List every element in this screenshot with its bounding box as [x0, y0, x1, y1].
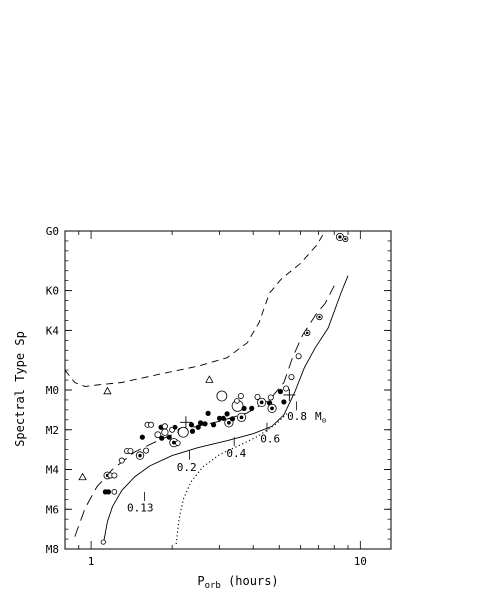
mass-unit-subscript: ⊙: [322, 416, 327, 425]
open-point: [111, 472, 118, 479]
dotted-point-center: [338, 235, 342, 239]
open-point: [127, 448, 134, 455]
filled-point: [166, 434, 172, 440]
open-point: [175, 440, 181, 446]
plot-frame: [64, 230, 392, 550]
filled-point: [281, 399, 287, 405]
open-point: [143, 447, 150, 454]
filled-point: [159, 435, 165, 441]
y-tick-label: M2: [46, 424, 59, 437]
cross-point: [179, 416, 192, 429]
filled-point: [105, 489, 112, 495]
dotted-point-center: [239, 415, 244, 420]
triangle-point: [78, 472, 87, 481]
markers-layer: [78, 232, 349, 545]
filled-point: [216, 415, 223, 421]
triangle-point: [103, 386, 112, 395]
y-tick-label: M0: [46, 384, 59, 397]
filled-point: [197, 420, 204, 426]
dotted-point-center: [259, 400, 264, 405]
open-point: [100, 539, 106, 545]
open-point: [254, 393, 261, 400]
curve-solid: [102, 275, 349, 545]
filled-point: [172, 424, 178, 430]
filled-point: [224, 411, 230, 417]
ticks-layer: G0 K0 K4 M0 M2 M4 M6 M8 1 10: [46, 225, 391, 568]
x-axis-title: Porb (hours): [197, 574, 278, 591]
open-point: [118, 457, 125, 464]
open-point: [177, 426, 189, 438]
open-point: [161, 423, 168, 430]
open-point: [148, 421, 155, 428]
x-tick-label: 10: [354, 555, 367, 568]
mass-label: 0.8 M⊙: [287, 410, 327, 425]
y-tick-label: K4: [46, 324, 60, 337]
curve-short-dash: [65, 231, 326, 387]
mass-label: 0.4: [226, 447, 246, 460]
open-point: [295, 353, 302, 360]
y-tick-label: M8: [46, 543, 59, 556]
triangle-point: [205, 375, 214, 383]
open-point: [111, 489, 118, 495]
dotted-point-center: [138, 453, 142, 458]
mass-label: 0.2: [177, 461, 197, 474]
open-point: [216, 390, 228, 402]
mass-label: 0.13: [127, 502, 153, 515]
filled-point: [241, 405, 247, 411]
y-axis-title: Spectral Type Sp: [13, 331, 27, 447]
dotted-point-center: [318, 315, 321, 319]
open-point: [237, 392, 244, 399]
mass-unit: M: [315, 410, 322, 423]
open-point: [288, 374, 295, 381]
dotted-point-center: [227, 420, 231, 425]
cross-point: [283, 388, 296, 401]
dotted-point-center: [270, 406, 274, 411]
open-point: [161, 428, 169, 436]
open-point: [283, 385, 290, 392]
filled-point: [277, 388, 284, 395]
filled-point: [229, 416, 236, 422]
filled-point: [210, 422, 217, 428]
dotted-point-center: [305, 331, 309, 335]
filled-point: [249, 405, 255, 411]
y-tick-label: K0: [46, 285, 59, 298]
filled-point: [189, 428, 196, 434]
open-point: [234, 398, 240, 404]
y-tick-label: G0: [46, 225, 59, 238]
open-point: [154, 431, 162, 439]
filled-point: [195, 424, 201, 430]
filled-point: [202, 421, 208, 427]
open-point: [267, 394, 274, 401]
mass-label: 0.6: [260, 433, 280, 446]
y-tick-label: M4: [46, 464, 60, 477]
curve-dotted: [175, 412, 289, 545]
filled-point: [205, 410, 211, 416]
filled-point: [139, 434, 145, 440]
filled-point: [220, 415, 226, 421]
dotted-point-center: [171, 440, 176, 445]
filled-point: [188, 422, 195, 428]
x-tick-label: 1: [88, 555, 95, 568]
y-tick-label: M6: [46, 503, 59, 516]
dotted-point-center: [344, 237, 347, 241]
annotations-layer: 0.13 0.2 0.4 0.6 0.8 M⊙: [127, 401, 327, 515]
